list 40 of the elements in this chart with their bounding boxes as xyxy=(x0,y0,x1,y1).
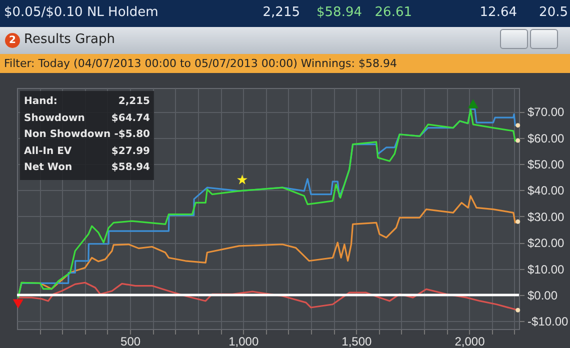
y-tick-label: $60.00 xyxy=(528,131,565,146)
text: 2,215 xyxy=(262,5,300,20)
text: $0.05/$0.10 NL Holdem xyxy=(4,5,158,20)
point xyxy=(516,123,520,128)
line-series xyxy=(17,282,519,311)
chart-subtitle: Filter: Today (04/07/2013 00:00 to 05/07/2013 00:00) Winnings: $58.94 xyxy=(0,54,570,73)
y-tick-label: $20.00 xyxy=(528,236,565,250)
annotation: $27.99 xyxy=(111,144,150,158)
text: 20.5 xyxy=(539,5,568,20)
text: 12.64 xyxy=(480,5,517,20)
x-tick-label: 1,000 xyxy=(228,334,259,348)
annotation: -$5.80 xyxy=(114,128,150,142)
chart-title: Results Graph xyxy=(24,32,115,47)
y-tick-label: $10.00 xyxy=(528,262,565,276)
y-tick-label: $50.00 xyxy=(528,157,565,172)
y-tick-label: $40.00 xyxy=(528,184,565,198)
badge-icon: 2 xyxy=(5,33,20,48)
y-tick-label: $70.00 xyxy=(528,105,565,120)
y-tick-label: -$10.00 xyxy=(528,314,569,329)
annotation: 2,215 xyxy=(118,95,150,109)
y-tick-label: $30.00 xyxy=(528,210,565,224)
text: 26.61 xyxy=(374,5,412,20)
point xyxy=(468,99,478,108)
point xyxy=(237,174,248,184)
point xyxy=(516,138,520,143)
x-tick-label: 2,000 xyxy=(454,334,486,348)
x-tick-label: 500 xyxy=(120,334,141,348)
y-tick-label: $0.00 xyxy=(528,288,558,302)
annotation: Non Showdown xyxy=(24,128,111,142)
point xyxy=(12,299,24,308)
annotation: All-In EV xyxy=(24,144,72,158)
annotation: Hand: xyxy=(24,95,58,109)
text: $58.94 xyxy=(316,5,362,20)
annotation: $64.74 xyxy=(111,112,150,126)
annotation: Showdown xyxy=(24,112,85,126)
point xyxy=(516,308,520,312)
x-tick-label: 1,500 xyxy=(342,334,372,348)
annotation: Net Won xyxy=(24,161,72,175)
annotation: $58.94 xyxy=(111,161,150,175)
point xyxy=(516,219,520,224)
